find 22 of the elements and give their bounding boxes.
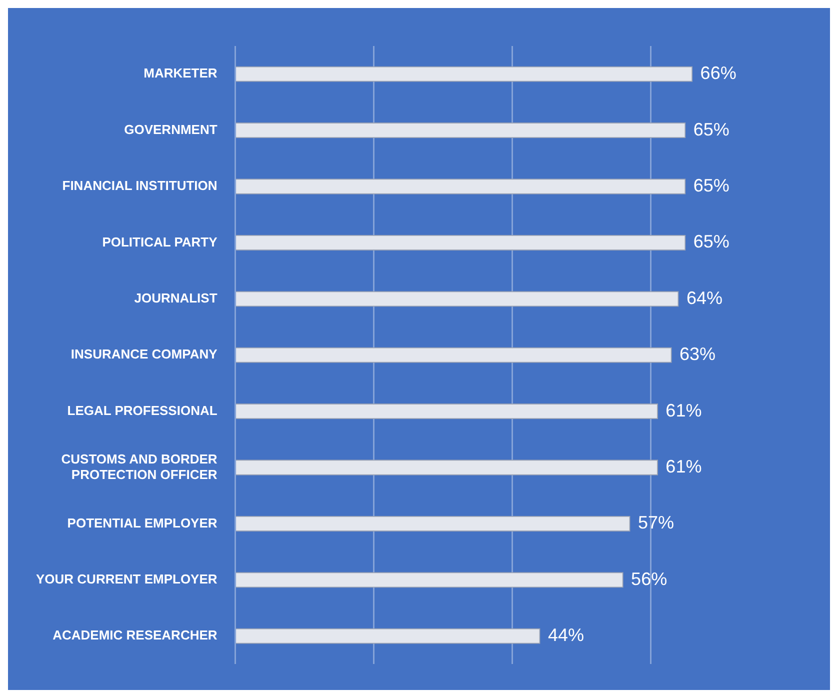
y-tick-label: INSURANCE COMPANY (70, 346, 218, 362)
y-tick-label: GOVERNMENT (124, 122, 218, 137)
data-label: 65% (693, 175, 730, 196)
y-tick-label: LEGAL PROFESSIONAL (67, 402, 218, 418)
y-tick-label: YOUR CURRENT EMPLOYER (36, 571, 218, 586)
data-label: 66% (700, 63, 736, 84)
y-tick-label: MARKETER (144, 66, 218, 81)
y-tick-label: JOURNALIST (134, 290, 218, 306)
y-tick-label: CUSTOMS AND BORDER PROTECTION OFFICER (61, 451, 218, 482)
data-label: 63% (680, 344, 716, 364)
data-label: 56% (631, 568, 668, 589)
data-label: 61% (666, 456, 702, 476)
y-tick-label: POLITICAL PARTY (102, 234, 218, 250)
y-tick-label: POTENTIAL EMPLOYER (67, 515, 218, 530)
data-label: 65% (693, 119, 730, 140)
data-label: 57% (638, 512, 674, 533)
y-tick-label: ACADEMIC RESEARCHER (52, 628, 218, 643)
data-label: 65% (693, 232, 730, 252)
data-label: 44% (548, 625, 584, 646)
data-label: 61% (666, 400, 702, 420)
y-tick-label: FINANCIAL INSTITUTION (62, 178, 218, 194)
data-label: 64% (686, 288, 722, 308)
